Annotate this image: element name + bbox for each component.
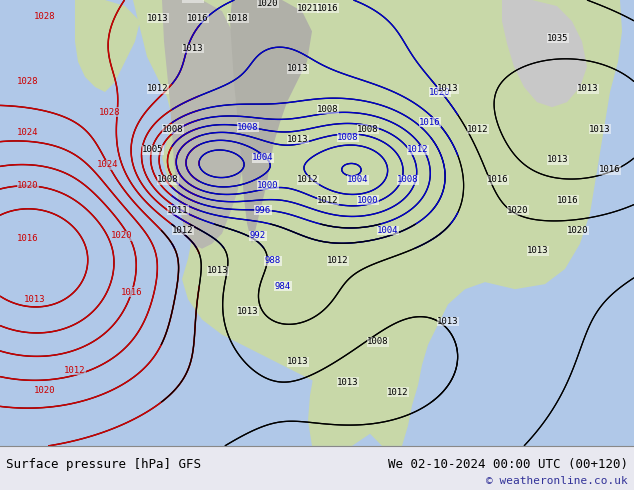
Text: 1016: 1016: [121, 288, 143, 297]
Text: 1018: 1018: [227, 14, 249, 23]
Text: 984: 984: [275, 282, 291, 291]
Text: 1013: 1013: [437, 84, 459, 94]
Text: 1012: 1012: [407, 145, 429, 154]
Text: 1004: 1004: [347, 175, 369, 184]
Text: 1013: 1013: [527, 246, 549, 255]
Text: 1005: 1005: [142, 145, 164, 154]
Text: 1004: 1004: [252, 153, 274, 162]
Text: Surface pressure [hPa] GFS: Surface pressure [hPa] GFS: [6, 458, 202, 471]
Text: 1016: 1016: [599, 165, 621, 174]
Text: 1012: 1012: [317, 196, 339, 205]
Text: We 02-10-2024 00:00 UTC (00+120): We 02-10-2024 00:00 UTC (00+120): [387, 458, 628, 471]
Text: 1000: 1000: [257, 180, 279, 190]
Text: 996: 996: [255, 206, 271, 215]
Text: 1013: 1013: [287, 64, 309, 74]
Text: 1013: 1013: [237, 307, 259, 316]
Text: 1013: 1013: [547, 155, 569, 164]
Text: 1035: 1035: [547, 34, 569, 43]
Text: © weatheronline.co.uk: © weatheronline.co.uk: [486, 476, 628, 487]
Text: 1013: 1013: [287, 135, 309, 144]
Text: 1013: 1013: [207, 267, 229, 275]
Text: 1008: 1008: [157, 175, 179, 184]
Polygon shape: [502, 0, 587, 107]
Text: 1008: 1008: [317, 105, 339, 114]
Text: 1016: 1016: [557, 196, 579, 205]
Text: 1012: 1012: [467, 125, 489, 134]
Text: 1028: 1028: [34, 12, 56, 21]
Text: 988: 988: [265, 256, 281, 266]
Text: 1016: 1016: [419, 118, 441, 127]
Text: 1008: 1008: [237, 123, 259, 132]
Polygon shape: [162, 0, 252, 249]
Text: 1020: 1020: [429, 88, 451, 97]
Polygon shape: [230, 0, 312, 244]
Text: 1020: 1020: [111, 231, 133, 240]
Text: 1024: 1024: [17, 128, 39, 137]
Text: 1013: 1013: [24, 295, 46, 304]
Text: 1013: 1013: [182, 0, 204, 2]
Text: 1008: 1008: [337, 133, 359, 142]
Text: 1011: 1011: [167, 206, 189, 215]
Text: 1020: 1020: [17, 180, 39, 190]
Text: 1012: 1012: [387, 388, 409, 397]
Text: 1020: 1020: [257, 0, 279, 7]
Polygon shape: [130, 0, 622, 446]
Text: 1020: 1020: [567, 226, 589, 235]
Text: 1016: 1016: [317, 3, 339, 13]
Text: 1008: 1008: [367, 337, 389, 346]
Text: 1013: 1013: [182, 44, 204, 53]
Text: 1021: 1021: [297, 3, 319, 13]
Text: 1013: 1013: [577, 84, 598, 94]
Text: 1013: 1013: [437, 317, 459, 326]
Text: 1024: 1024: [97, 160, 119, 170]
Polygon shape: [308, 313, 407, 446]
Text: 1004: 1004: [377, 226, 399, 235]
Text: 1012: 1012: [297, 175, 319, 184]
Text: 1008: 1008: [398, 175, 418, 184]
Text: 1028: 1028: [100, 108, 120, 117]
Polygon shape: [0, 0, 634, 446]
Text: 1016: 1016: [17, 234, 39, 243]
Text: 1013: 1013: [287, 358, 309, 367]
Text: 1012: 1012: [327, 256, 349, 266]
Text: 1028: 1028: [17, 77, 39, 86]
Text: 1012: 1012: [64, 366, 86, 374]
Text: 1016: 1016: [187, 14, 209, 23]
Text: 1020: 1020: [34, 386, 56, 395]
Text: 1012: 1012: [172, 226, 194, 235]
Text: 1008: 1008: [162, 125, 184, 134]
Polygon shape: [75, 0, 140, 92]
Text: 1013: 1013: [589, 125, 611, 134]
Text: 1000: 1000: [357, 196, 378, 205]
Text: 1020: 1020: [507, 206, 529, 215]
Text: 1008: 1008: [357, 125, 378, 134]
Text: 1012: 1012: [147, 84, 169, 94]
Text: 1013: 1013: [337, 378, 359, 387]
Text: 992: 992: [250, 231, 266, 240]
Text: 1016: 1016: [488, 175, 508, 184]
Text: 1013: 1013: [147, 14, 169, 23]
